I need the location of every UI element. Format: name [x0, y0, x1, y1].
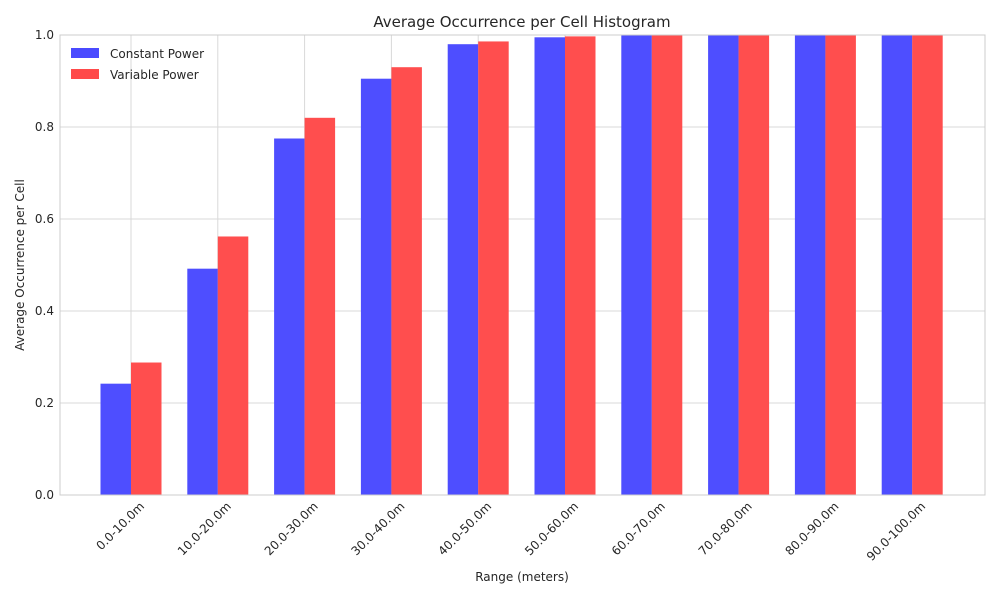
- legend-label: Variable Power: [110, 68, 199, 82]
- bar-constant-power: [187, 268, 218, 495]
- y-tick-label: 1.0: [35, 28, 54, 42]
- bar-variable-power: [478, 41, 509, 495]
- legend-label: Constant Power: [110, 47, 204, 61]
- bar-constant-power: [621, 35, 652, 495]
- bar-variable-power: [565, 36, 596, 495]
- y-tick-label: 0.8: [35, 120, 54, 134]
- bar-variable-power: [391, 67, 422, 495]
- y-tick-label: 0.4: [35, 304, 54, 318]
- bar-constant-power: [274, 138, 305, 495]
- y-tick-label: 0.0: [35, 488, 54, 502]
- y-ticks: 0.0 0.2 0.4 0.6 0.8 1.0: [35, 28, 54, 502]
- bar-variable-power: [651, 35, 683, 495]
- bar-variable-power: [912, 35, 943, 495]
- plot-frame: [59, 34, 986, 496]
- bar-constant-power: [708, 35, 739, 495]
- y-tick-label: 0.2: [35, 396, 54, 410]
- bar-constant-power: [534, 37, 565, 496]
- legend: Constant Power Variable Power: [71, 47, 204, 82]
- legend-swatch: [71, 69, 99, 79]
- bar-constant-power: [447, 44, 479, 495]
- bar-constant-power: [100, 383, 131, 495]
- bar-variable-power: [131, 362, 162, 495]
- bar-variable-power: [825, 35, 856, 495]
- y-axis-label: Average Occurrence per Cell: [13, 179, 27, 351]
- chart-title: Average Occurrence per Cell Histogram: [373, 13, 670, 31]
- bar-constant-power: [794, 35, 826, 495]
- y-tick-label: 0.6: [35, 212, 54, 226]
- bar-constant-power: [881, 35, 913, 495]
- bar-variable-power: [304, 117, 336, 496]
- legend-swatch: [71, 48, 99, 58]
- bar-variable-power: [738, 35, 770, 495]
- bar-variable-power: [217, 236, 249, 496]
- bar-constant-power: [360, 78, 392, 495]
- bars: [100, 35, 943, 496]
- x-axis-label: Range (meters): [475, 570, 569, 584]
